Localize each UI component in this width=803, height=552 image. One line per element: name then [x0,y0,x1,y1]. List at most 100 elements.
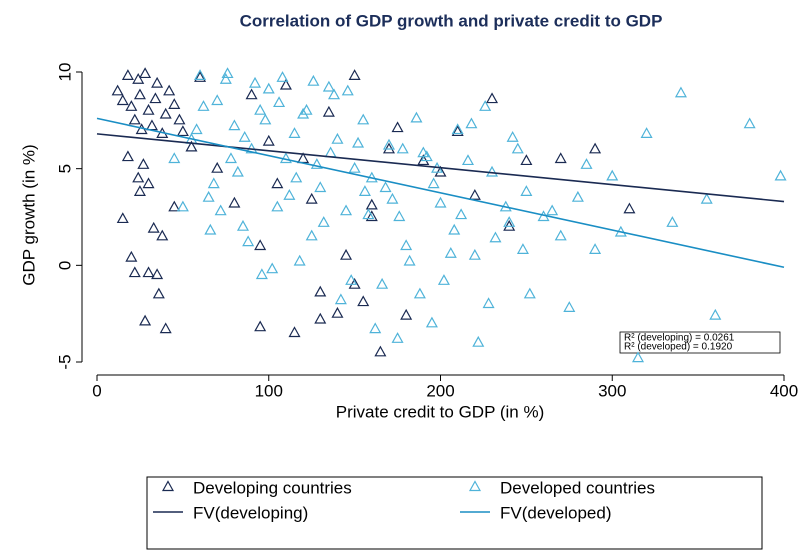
point [489,231,502,243]
legend-marker [468,480,482,492]
point [700,192,713,204]
point [168,200,181,212]
point [221,67,234,79]
point [468,248,481,260]
point [139,314,152,326]
point [425,316,438,328]
point [434,196,447,208]
point [111,84,124,96]
point [168,152,181,164]
point [314,181,327,193]
point [132,72,145,84]
point [640,127,653,138]
point [132,171,145,183]
point [121,150,134,162]
point [451,123,464,135]
point [382,142,395,154]
point [305,229,318,241]
legend-label: Developing countries [193,478,352,497]
point [365,198,378,210]
point [511,142,524,154]
point [503,219,516,231]
point [379,181,392,193]
point [465,117,478,129]
point [362,208,375,220]
point [403,254,416,266]
point [271,200,284,212]
point [554,229,567,241]
y-tick-label: 0 [55,261,74,270]
point [259,113,272,125]
point [334,293,347,305]
point [310,158,323,169]
point [365,210,378,222]
point [382,138,395,150]
point [305,192,318,204]
point [121,69,134,80]
point [400,308,413,320]
point [254,103,267,115]
point [238,130,251,142]
chart-title: Correlation of GDP growth and private cr… [240,11,663,30]
point [266,262,279,274]
point [128,266,141,278]
point [125,250,138,262]
point [606,169,619,181]
point [631,351,645,363]
point [163,84,176,96]
x-tick-label: 100 [255,381,283,400]
point [352,136,365,148]
point [133,185,146,196]
point [159,322,172,334]
point [709,308,722,320]
point [116,212,129,224]
point [314,312,327,324]
annotation: R² (developed) = 0.1920 [624,342,733,353]
point [472,335,485,347]
point [271,177,284,189]
point [152,287,165,299]
point [149,92,162,104]
point [322,80,335,92]
point [444,246,457,258]
point [254,239,267,251]
annotation: R² (developing) = 0.0261 [624,333,735,344]
point [255,268,268,280]
point [341,84,354,96]
point [448,223,461,235]
point [674,86,687,98]
point [369,322,382,334]
point [391,332,404,343]
point [386,192,399,204]
point [288,127,301,138]
legend-label: Developed countries [500,478,655,497]
point [348,277,361,289]
point [348,69,361,80]
point [479,100,492,111]
point [486,92,499,104]
legend-box [146,476,763,550]
point [774,169,787,181]
point [340,248,353,260]
point [176,125,189,137]
point [420,150,433,162]
point [168,98,181,109]
point [254,320,267,332]
point [357,295,370,307]
point [340,204,353,216]
point [211,94,224,106]
point [461,154,474,166]
annotation-box [619,331,781,354]
point [314,285,327,297]
point [202,190,215,202]
point [214,204,227,216]
point [571,190,584,202]
point [142,103,155,115]
point [393,210,406,222]
point [207,177,220,189]
point [133,88,146,100]
point [516,243,529,254]
point [451,125,464,137]
point [288,326,301,338]
